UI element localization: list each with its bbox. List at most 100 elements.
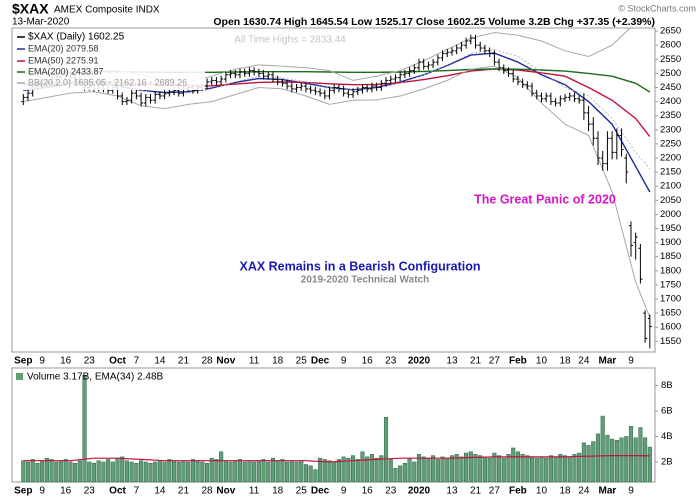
x-tick-label: 7 [134, 486, 140, 497]
volume-bar [49, 459, 54, 483]
volume-ema [23, 455, 650, 463]
x-tick-label: 13 [446, 356, 458, 367]
y-tick-label: 2450 [660, 82, 681, 93]
volume-bar [360, 451, 365, 483]
volume-bar [435, 459, 440, 483]
x-tick-label: 24 [578, 486, 590, 497]
volume-bar [600, 415, 605, 483]
volume-bar [487, 457, 492, 483]
x-tick-label: Nov [216, 486, 235, 497]
volume-bar [110, 461, 115, 483]
volume-bar [431, 455, 436, 483]
volume-bar [247, 460, 252, 483]
x-tick-label: 25 [296, 356, 308, 367]
volume-bar [124, 460, 129, 483]
x-tick-label: Feb [509, 356, 527, 367]
y-tick-label: 1800 [660, 265, 681, 276]
volume-bar [58, 460, 64, 483]
volume-bar [280, 459, 285, 483]
volume-bar [449, 455, 455, 483]
volume-bar [44, 457, 49, 483]
y-tick-label: 2350 [660, 110, 681, 121]
x-tick-label: Mar [599, 486, 617, 497]
volume-bar [308, 465, 313, 483]
volume-bar [638, 427, 643, 483]
volume-bar [299, 460, 304, 483]
y-tick-label: 2250 [660, 138, 681, 149]
y-tick-label: 2400 [660, 96, 681, 107]
volume-bar [355, 459, 360, 483]
y-tick-label: 8B [661, 380, 673, 391]
annotations: All Time Highs = 2833.44 The Great Panic … [234, 35, 616, 286]
bollinger-band [23, 65, 651, 318]
volume-bar [68, 461, 73, 483]
x-tick-label: 23 [84, 356, 96, 367]
x-tick-label: 18 [559, 486, 571, 497]
x-tick-label: 9 [39, 486, 45, 497]
y-tick-label: 2200 [660, 153, 681, 164]
x-tick-label: 11 [249, 486, 260, 497]
volume-bar [350, 455, 356, 483]
volume-bar [482, 456, 487, 483]
volume-bar [346, 457, 351, 483]
volume-bar [643, 437, 648, 483]
x-tick-label: 21 [178, 356, 190, 367]
volume-bar [530, 456, 535, 483]
volume-bar [96, 460, 101, 483]
volume-bar [577, 452, 582, 483]
volume-bar [534, 457, 539, 483]
volume-bar [270, 457, 276, 483]
volume-bar [195, 460, 200, 483]
volume-bar [515, 451, 520, 483]
volume-bar [416, 454, 422, 483]
legend-label: $XAX (Daily) 1602.25 [28, 32, 125, 43]
volume-bar [402, 463, 407, 483]
volume-bar [548, 455, 553, 483]
volume-bar [209, 457, 214, 483]
volume-bar [445, 457, 450, 483]
quote: Open 1630.74 High 1645.54 Low 1525.17 Cl… [213, 16, 655, 28]
x-tick-label: 10 [536, 356, 548, 367]
volume-bar [581, 442, 586, 483]
x-tick-label: 16 [60, 486, 72, 497]
volume-bar [171, 460, 177, 483]
volume-bar [162, 461, 167, 483]
volume-bar [30, 459, 35, 483]
volume-bar [91, 463, 97, 483]
volume-bar [134, 463, 139, 483]
y-tick-label: 1750 [660, 279, 681, 290]
x-tick-label: 24 [578, 356, 590, 367]
x-tick-label: 16 [60, 356, 72, 367]
y-tick-label: 2550 [660, 54, 681, 65]
copyright: © StockCharts.com [618, 3, 696, 13]
y-tick-label: 2150 [660, 167, 681, 178]
x-tick-label: Sep [14, 356, 32, 367]
annotation: All Time Highs = 2833.44 [234, 35, 346, 46]
volume-bar [605, 434, 610, 483]
volume-bar [25, 461, 31, 483]
volume-bar [106, 459, 111, 483]
volume-bar [454, 454, 459, 483]
x-tick-label: 28 [201, 486, 213, 497]
volume-bar [219, 451, 224, 483]
volume-bar [322, 459, 327, 483]
volume-bar [567, 456, 572, 483]
legend-swatch [16, 373, 23, 380]
x-tick-label: 25 [296, 486, 308, 497]
y-tick-label: 2600 [660, 40, 681, 51]
x-tick-label: 14 [154, 486, 166, 497]
volume-bar [313, 469, 318, 483]
volume-bar [40, 460, 45, 483]
x-tick-label: 18 [272, 356, 284, 367]
volume-bar [214, 459, 219, 483]
volume-bar [398, 465, 403, 483]
volume-bar [426, 457, 431, 483]
y-tick-label: 1950 [660, 223, 681, 234]
volume-bar [383, 417, 389, 483]
volume-bar [473, 454, 478, 483]
volume-bar [341, 456, 346, 483]
volume-bar [633, 437, 638, 483]
x-tick-label: Dec [311, 356, 330, 367]
x-tick-label: 28 [201, 356, 213, 367]
